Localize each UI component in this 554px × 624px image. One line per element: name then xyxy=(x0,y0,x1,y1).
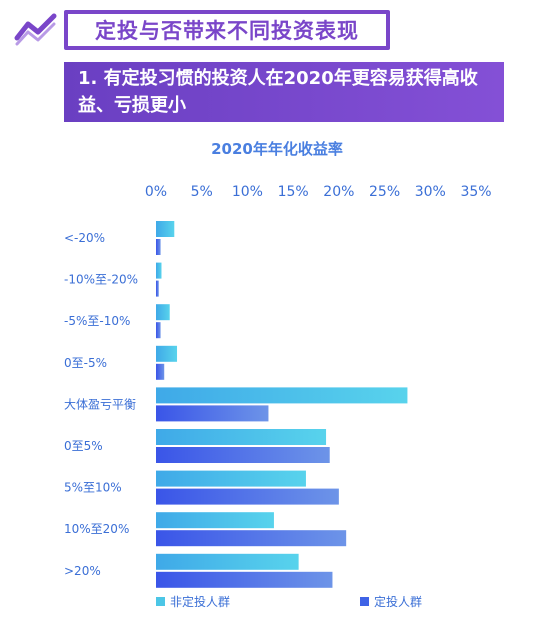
bar xyxy=(156,239,161,255)
trend-line-icon xyxy=(14,13,57,46)
bar xyxy=(156,447,330,463)
bar xyxy=(156,470,306,487)
bar xyxy=(156,363,165,380)
bar xyxy=(156,262,162,279)
category-label: 0至5% xyxy=(64,439,103,453)
chart-title: 2020年年化收益率 xyxy=(211,140,343,158)
subtitle-banner: 1. 有定投习惯的投资人在2020年更容易获得高收益、亏损更小 xyxy=(64,62,504,122)
category-label: -5%至-10% xyxy=(64,314,130,328)
x-tick-label: 30% xyxy=(415,184,446,200)
category-label: -10%至-20% xyxy=(64,273,138,287)
legend-label: 非定投人群 xyxy=(170,594,230,609)
bar xyxy=(156,429,327,445)
x-tick-label: 5% xyxy=(191,184,213,200)
bar xyxy=(156,280,159,297)
page-title: 定投与否带来不同投资表现 xyxy=(68,14,386,46)
bar xyxy=(156,571,333,588)
category-label: 0至-5% xyxy=(64,356,107,370)
bar xyxy=(156,221,175,237)
legend-swatch xyxy=(156,597,165,606)
bar xyxy=(156,530,347,547)
x-tick-label: 35% xyxy=(460,184,491,200)
bar xyxy=(156,322,161,339)
bar xyxy=(156,512,274,529)
header-title-box: 定投与否带来不同投资表现 xyxy=(64,10,390,50)
x-tick-label: 0% xyxy=(145,184,167,200)
bar xyxy=(156,488,339,505)
legend-swatch xyxy=(360,597,369,606)
bar xyxy=(156,345,178,362)
category-label: 大体盈亏平衡 xyxy=(64,397,136,411)
bar xyxy=(156,405,269,422)
bar xyxy=(156,304,170,321)
x-tick-label: 10% xyxy=(232,184,263,200)
category-label: 10%至20% xyxy=(64,522,129,536)
bar xyxy=(156,387,408,404)
bar xyxy=(156,553,299,570)
legend-label: 定投人群 xyxy=(374,594,422,609)
x-tick-label: 15% xyxy=(278,184,309,200)
x-tick-label: 20% xyxy=(323,184,354,200)
x-tick-label: 25% xyxy=(369,184,400,200)
category-label: 5%至10% xyxy=(64,481,122,495)
category-label: <-20% xyxy=(64,231,105,245)
category-label: >20% xyxy=(64,564,101,578)
